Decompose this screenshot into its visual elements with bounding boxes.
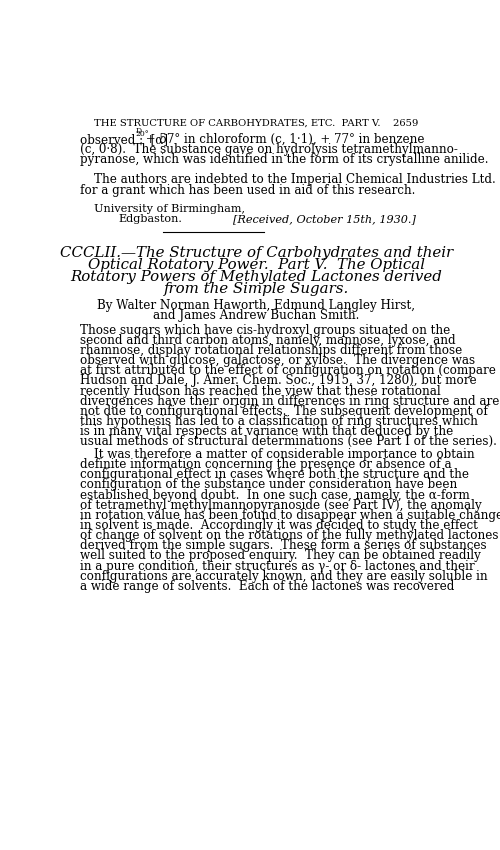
- Text: from the Simple Sugars.: from the Simple Sugars.: [164, 282, 349, 296]
- Text: well suited to the proposed enquiry.  They can be obtained readily: well suited to the proposed enquiry. The…: [80, 549, 480, 563]
- Text: is in many vital respects at variance with that deduced by the: is in many vital respects at variance wi…: [80, 425, 453, 439]
- Text: definite information concerning the presence or absence of a: definite information concerning the pres…: [80, 458, 451, 471]
- Text: not due to configurational effects.  The subsequent development of: not due to configurational effects. The …: [80, 405, 488, 418]
- Text: pyranose, which was identified in the form of its crystalline anilide.: pyranose, which was identified in the fo…: [80, 153, 488, 166]
- Text: of tetramethyl methylmannopyranoside (see Part IV), the anomaly: of tetramethyl methylmannopyranoside (se…: [80, 499, 481, 512]
- Text: University of Birmingham,: University of Birmingham,: [94, 204, 244, 214]
- Text: in a pure condition, their structures as γ- or δ- lactones and their: in a pure condition, their structures as…: [80, 559, 474, 573]
- Text: for a grant which has been used in aid of this research.: for a grant which has been used in aid o…: [80, 184, 415, 196]
- Text: D: D: [136, 128, 141, 135]
- Text: divergences have their origin in differences in ring structure and are: divergences have their origin in differe…: [80, 394, 499, 408]
- Text: configuration of the substance under consideration have been: configuration of the substance under con…: [80, 479, 457, 491]
- Text: of change of solvent on the rotations of the fully methylated lactones: of change of solvent on the rotations of…: [80, 530, 498, 542]
- Text: [Received, October 15th, 1930.]: [Received, October 15th, 1930.]: [233, 214, 416, 224]
- Text: Edgbaston.: Edgbaston.: [118, 214, 182, 224]
- Text: usual methods of structural determinations (see Part I of the series).: usual methods of structural determinatio…: [80, 435, 496, 449]
- Text: rhamnose, display rotational relationships different from those: rhamnose, display rotational relationshi…: [80, 344, 462, 357]
- Text: in solvent is made.  Accordingly it was decided to study the effect: in solvent is made. Accordingly it was d…: [80, 519, 477, 532]
- Text: Rotatory Powers of Methylated Lactones derived: Rotatory Powers of Methylated Lactones d…: [70, 270, 442, 284]
- Text: this hypothesis has led to a classification of ring structures which: this hypothesis has led to a classificat…: [80, 415, 477, 428]
- Text: Hudson and Dale, J. Amer. Chem. Soc., 1915, 37, 1280), but more: Hudson and Dale, J. Amer. Chem. Soc., 19…: [80, 374, 476, 388]
- Text: By Walter Norman Haworth, Edmund Langley Hirst,: By Walter Norman Haworth, Edmund Langley…: [97, 298, 415, 312]
- Text: configurations are accurately known, and they are easily soluble in: configurations are accurately known, and…: [80, 570, 487, 583]
- Text: recently Hudson has reached the view that these rotational: recently Hudson has reached the view tha…: [80, 384, 440, 398]
- Text: configurational effect in cases where both the structure and the: configurational effect in cases where bo…: [80, 468, 468, 481]
- Text: THE STRUCTURE OF CARBOHYDRATES, ETC.  PART V.    2659: THE STRUCTURE OF CARBOHYDRATES, ETC. PAR…: [94, 119, 418, 128]
- Text: + 57° in chloroform (c, 1·1), + 77° in benzene: + 57° in chloroform (c, 1·1), + 77° in b…: [142, 133, 424, 146]
- Text: at first attributed to the effect of configuration on rotation (compare: at first attributed to the effect of con…: [80, 365, 496, 377]
- Text: observed with glucose, galactose, or xylose.  The divergence was: observed with glucose, galactose, or xyl…: [80, 354, 474, 367]
- Text: a wide range of solvents.  Each of the lactones was recovered: a wide range of solvents. Each of the la…: [80, 580, 454, 593]
- Text: derived from the simple sugars.  These form a series of substances: derived from the simple sugars. These fo…: [80, 540, 486, 552]
- Text: Optical Rotatory Power.  Part V.  The Optical: Optical Rotatory Power. Part V. The Opti…: [88, 258, 425, 272]
- Text: observed :  [α]: observed : [α]: [80, 133, 168, 146]
- Text: CCCLII.—The Structure of Carbohydrates and their: CCCLII.—The Structure of Carbohydrates a…: [60, 246, 453, 260]
- Text: 20°: 20°: [136, 131, 149, 139]
- Text: It was therefore a matter of considerable importance to obtain: It was therefore a matter of considerabl…: [94, 448, 474, 461]
- Text: in rotation value has been found to disappear when a suitable change: in rotation value has been found to disa…: [80, 509, 500, 522]
- Text: second and third carbon atoms, namely, mannose, lyxose, and: second and third carbon atoms, namely, m…: [80, 334, 455, 347]
- Text: The authors are indebted to the Imperial Chemical Industries Ltd.: The authors are indebted to the Imperial…: [94, 173, 495, 186]
- Text: and James Andrew Buchan Smith.: and James Andrew Buchan Smith.: [153, 309, 360, 322]
- Text: Those sugars which have cis-hydroxyl groups situated on the: Those sugars which have cis-hydroxyl gro…: [80, 324, 450, 337]
- Text: (c, 0·8).  The substance gave on hydrolysis tetramethylmanno-: (c, 0·8). The substance gave on hydrolys…: [80, 143, 458, 156]
- Text: established beyond doubt.  In one such case, namely, the α-form: established beyond doubt. In one such ca…: [80, 489, 469, 501]
